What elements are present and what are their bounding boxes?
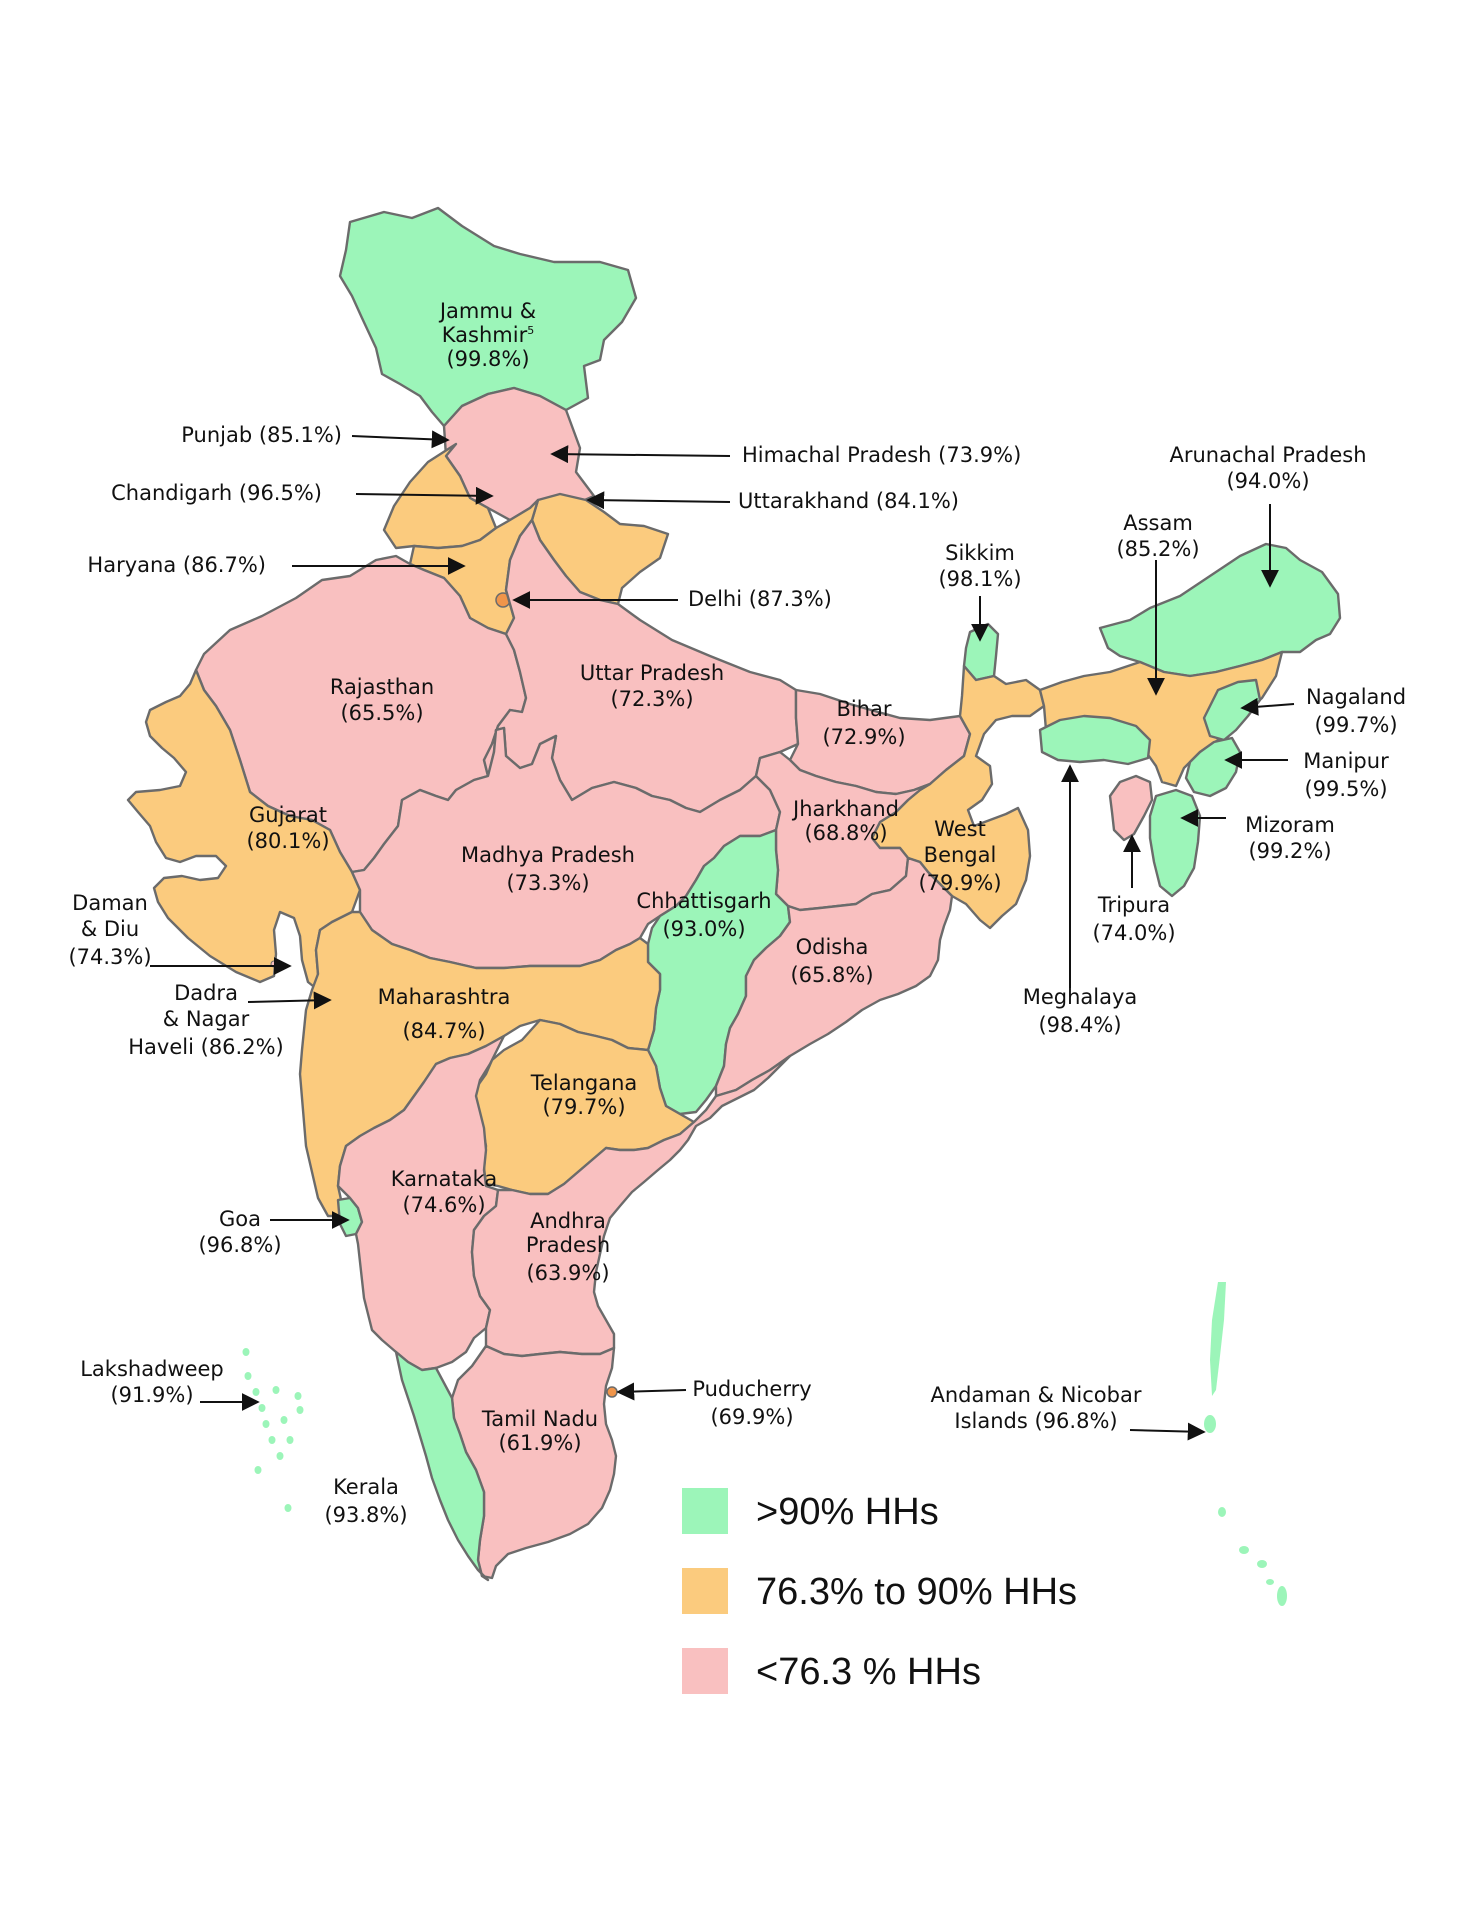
label-punjab: Punjab (85.1%)	[181, 423, 342, 447]
region-jammu-kashmir[interactable]	[338, 206, 638, 428]
label-ap: Andhra Pradesh (63.9%)	[526, 1209, 610, 1285]
legend: >90% HHs 76.3% to 90% HHs <76.3 % HHs	[682, 1488, 1077, 1694]
region-meghalaya[interactable]	[1038, 714, 1152, 766]
label-maharashtra: Maharashtra (84.7%)	[378, 985, 511, 1043]
andaman-island-south	[1204, 1415, 1216, 1433]
region-andaman-nicobar[interactable]	[1204, 1282, 1287, 1606]
lakshadweep-island-14	[284, 1504, 292, 1512]
arrow-dadra	[247, 991, 332, 1010]
region-kerala[interactable]	[394, 1350, 490, 1582]
legend-swatch-high	[682, 1488, 728, 1534]
arrow-nagaland	[1240, 697, 1295, 716]
label-jharkhand: Jharkhand (68.8%)	[791, 797, 899, 845]
arrow-punjab	[351, 430, 450, 449]
lakshadweep-island-13	[254, 1466, 262, 1474]
label-andaman: Andaman & Nicobar Islands (96.8%)	[930, 1383, 1141, 1433]
arrow-chandigarh	[355, 486, 494, 505]
label-rajasthan: Rajasthan (65.5%)	[330, 675, 434, 725]
label-delhi: Delhi (87.3%)	[688, 587, 832, 611]
label-up: Uttar Pradesh (72.3%)	[580, 661, 724, 711]
legend-swatch-low	[682, 1648, 728, 1694]
label-daman: Daman & Diu (74.3%)	[68, 891, 151, 969]
label-telangana: Telangana (79.7%)	[530, 1071, 638, 1119]
label-assam: Assam (85.2%)	[1116, 511, 1199, 561]
legend-label-low: <76.3 % HHs	[756, 1651, 981, 1693]
label-tripura: Tripura (74.0%)	[1092, 893, 1175, 945]
lakshadweep-island-1	[242, 1348, 250, 1356]
label-uttarakhand: Uttarakhand (84.1%)	[738, 489, 959, 513]
label-mizoram: Mizoram (99.2%)	[1245, 813, 1335, 863]
label-lakshadweep: Lakshadweep (91.9%)	[80, 1357, 224, 1407]
label-haryana: Haryana (86.7%)	[87, 553, 266, 577]
nicobar-island-5	[1277, 1586, 1287, 1606]
region-gujarat[interactable]	[126, 668, 362, 992]
label-tn: Tamil Nadu (61.9%)	[481, 1407, 598, 1455]
leader-arrows	[150, 430, 1295, 1441]
region-puducherry[interactable]	[606, 1386, 618, 1398]
lakshadweep-island-11	[286, 1436, 294, 1444]
label-puducherry: Puducherry (69.9%)	[692, 1377, 811, 1429]
lakshadweep-island-5	[272, 1386, 280, 1394]
lakshadweep-island-6	[294, 1392, 302, 1400]
arrow-himachal	[550, 445, 731, 464]
legend-swatch-mid	[682, 1568, 728, 1614]
label-manipur: Manipur (99.5%)	[1303, 749, 1389, 801]
label-wb: West Bengal (79.9%)	[918, 817, 1001, 895]
region-odisha[interactable]	[714, 856, 954, 1098]
label-bihar: Bihar (72.9%)	[822, 697, 905, 749]
arrow-andaman	[1129, 1422, 1206, 1441]
arrow-uttarakhand	[586, 491, 731, 510]
label-mp: Madhya Pradesh (73.3%)	[461, 843, 635, 895]
nicobar-island-3	[1257, 1560, 1267, 1568]
legend-label-mid: 76.3% to 90% HHs	[756, 1571, 1077, 1613]
label-sikkim: Sikkim (98.1%)	[938, 541, 1021, 591]
label-karnataka: Karnataka (74.6%)	[391, 1167, 497, 1217]
label-himachal: Himachal Pradesh (73.9%)	[742, 443, 1021, 467]
label-odisha: Odisha (65.8%)	[790, 935, 873, 987]
label-chandigarh: Chandigarh (96.5%)	[111, 481, 322, 505]
region-labels: Jammu & Kashmir5 (99.8%) Punjab (85.1%) Hi…	[68, 299, 1406, 1527]
label-arunachal: Arunachal Pradesh (94.0%)	[1169, 443, 1366, 493]
lakshadweep-island-9	[262, 1420, 270, 1428]
label-dadra: Dadra & Nagar Haveli (86.2%)	[128, 981, 283, 1059]
region-arunachal-pradesh[interactable]	[1098, 542, 1342, 678]
lakshadweep-island-3	[252, 1388, 260, 1396]
label-jk: Jammu & Kashmir5 (99.8%)	[438, 299, 536, 371]
label-goa: Goa (96.8%)	[198, 1207, 281, 1257]
label-chhattisgarh: Chhattisgarh (93.0%)	[636, 889, 771, 941]
region-tripura[interactable]	[1108, 774, 1154, 842]
arrow-puducherry	[616, 1382, 687, 1401]
lakshadweep-island-8	[280, 1416, 288, 1424]
lakshadweep-island-4	[258, 1404, 266, 1412]
label-nagaland: Nagaland (99.7%)	[1306, 685, 1406, 737]
label-gujarat: Gujarat (80.1%)	[246, 803, 329, 853]
andaman-island-north	[1210, 1282, 1226, 1396]
nicobar-island-1	[1218, 1507, 1226, 1517]
legend-label-high: >90% HHs	[756, 1491, 939, 1533]
region-mizoram[interactable]	[1148, 788, 1202, 898]
label-kerala: Kerala (93.8%)	[324, 1475, 407, 1527]
nicobar-island-4	[1266, 1579, 1274, 1585]
nicobar-island-2	[1239, 1546, 1249, 1554]
lakshadweep-island-10	[268, 1436, 276, 1444]
label-meghalaya: Meghalaya (98.4%)	[1023, 985, 1138, 1037]
lakshadweep-island-2	[244, 1372, 252, 1380]
region-lakshadweep[interactable]	[242, 1348, 304, 1512]
lakshadweep-island-7	[296, 1406, 304, 1414]
lakshadweep-island-12	[276, 1452, 284, 1460]
region-nagaland[interactable]	[1202, 678, 1262, 742]
